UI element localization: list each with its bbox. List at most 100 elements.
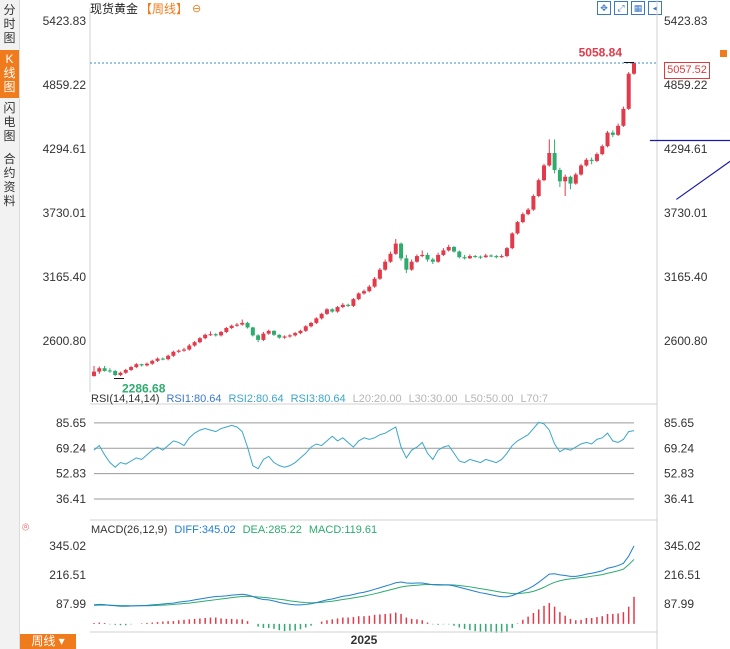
candle-body (573, 174, 578, 184)
candle-body (409, 261, 414, 270)
candle-body (213, 334, 218, 336)
candle-body (245, 322, 250, 328)
candle-body (483, 255, 488, 258)
rsi-y-tick-right: 85.65 (664, 416, 694, 430)
tab-time-sharing[interactable]: 分 时 图 (0, 3, 19, 47)
macd-panel: ⌾ 345.02 345.02 216.51 216.51 87.99 87.99 (22, 519, 701, 633)
candle-body (293, 333, 298, 336)
candle-body (520, 214, 525, 223)
diff-line (93, 545, 635, 607)
price-overlays: 5058.84 2286.68 (90, 46, 730, 396)
tab-kline[interactable]: K 线 图 (0, 50, 19, 98)
expand-icon[interactable]: ⤢ (614, 1, 628, 15)
candle-body (478, 256, 483, 258)
macd-y-tick-left: 345.02 (49, 539, 86, 553)
candle-body (155, 358, 160, 361)
candle-body (579, 165, 584, 175)
fullscreen-icon[interactable]: ✥ (597, 1, 611, 15)
period-select-button[interactable]: 周线 ▾ (20, 634, 76, 649)
tab-label-char: 图 (3, 80, 16, 94)
instrument-title: 现货黄金 (90, 2, 139, 16)
rsi-y-tick-right: 69.24 (664, 441, 694, 455)
price-y-tick-left: 5423.83 (43, 14, 87, 28)
candle-body (314, 318, 319, 323)
candle-body (282, 336, 287, 338)
tab-label-char: 分 (3, 3, 16, 17)
grid-icon[interactable]: ▦ (631, 1, 645, 15)
price-y-tick-left: 2600.80 (43, 334, 87, 348)
tab-label-char: 资 (3, 180, 16, 194)
candle-body (102, 368, 107, 372)
candle-body (256, 335, 261, 340)
candle-body (203, 334, 208, 339)
candle-body (118, 372, 123, 376)
candle-body (192, 342, 197, 346)
candle-body (340, 304, 345, 308)
candle-body (303, 326, 308, 331)
candle-body (436, 254, 441, 262)
tab-label-char: 闪 (3, 101, 16, 115)
candle-body (420, 254, 425, 257)
candle-body (160, 358, 165, 360)
rsi-level-20: L20:20.00 (352, 393, 402, 405)
candle-body (166, 355, 171, 360)
price-y-tick-right: 3730.01 (664, 206, 708, 220)
candle-body (234, 324, 239, 326)
rsi-y-tick-left: 52.83 (56, 467, 86, 481)
candle-body (557, 169, 562, 182)
tab-label-char: 线 (3, 66, 16, 80)
candle-body (388, 253, 393, 262)
candle-body (589, 159, 594, 161)
candle-body (610, 132, 615, 135)
rsi-title: RSI(14,14,14) (91, 393, 160, 405)
candle-body (404, 258, 409, 270)
candle-body (298, 330, 303, 334)
rsi-line (93, 421, 635, 470)
candle-body (536, 180, 541, 197)
tab-label-char: 约 (3, 166, 16, 180)
candle-body (473, 256, 478, 258)
candle-body (632, 62, 636, 74)
candle-body (616, 125, 621, 135)
candle-body (393, 243, 398, 254)
macd-y-tick-right: 216.51 (664, 568, 701, 582)
candle-body (441, 250, 446, 255)
rsi-level-30: L30:30.00 (408, 393, 458, 405)
tab-contract-info[interactable]: 合 约 资 料 (0, 152, 19, 210)
candle-body (462, 257, 467, 259)
candle-body (526, 209, 531, 215)
tab-flash-chart[interactable]: 闪 电 图 (0, 101, 19, 145)
candle-body (335, 307, 340, 312)
rsi3-label: RSI3:80.64 (290, 393, 346, 405)
candle-body (171, 351, 176, 356)
candle-body (542, 165, 546, 181)
candle-body (224, 328, 229, 332)
candle-body (425, 254, 430, 260)
price-y-tick-right: 5423.83 (664, 14, 708, 28)
rsi2-label: RSI2:80.64 (228, 393, 284, 405)
price-panel: 5423.83 5423.83 4859.22 4859.22 4294.61 4294.… (43, 0, 708, 649)
candle-body (430, 259, 435, 262)
zoom-out-icon[interactable]: ⊖ (192, 3, 202, 15)
candle-body (584, 159, 589, 166)
rsi-panel: 85.65 85.65 69.24 69.24 52.83 52.83 36.41 36.41 (56, 403, 694, 506)
back-icon[interactable]: ◂ (648, 1, 662, 15)
tab-label-char: 电 (3, 115, 16, 129)
macd-label: MACD:119.61 (308, 524, 378, 536)
candle-body (319, 313, 324, 319)
candle-body (92, 371, 96, 377)
candle-body (504, 248, 509, 257)
tab-label-char: 料 (3, 194, 16, 208)
rsi-legend: RSI(14,14,14) RSI1:80.64 RSI2:80.64 RSI3:80… (91, 392, 555, 406)
candle-body (240, 322, 245, 325)
candle-body (568, 176, 573, 184)
rsi-level-50: L50:50.00 (464, 393, 514, 405)
price-y-tick-left: 3730.01 (43, 206, 87, 220)
candle-body (250, 327, 255, 336)
macd-y-tick-right: 87.99 (664, 597, 694, 611)
rsi1-label: RSI1:80.64 (166, 393, 222, 405)
candle-body (356, 293, 361, 300)
candle-body (346, 304, 351, 306)
candle-body (219, 331, 224, 336)
